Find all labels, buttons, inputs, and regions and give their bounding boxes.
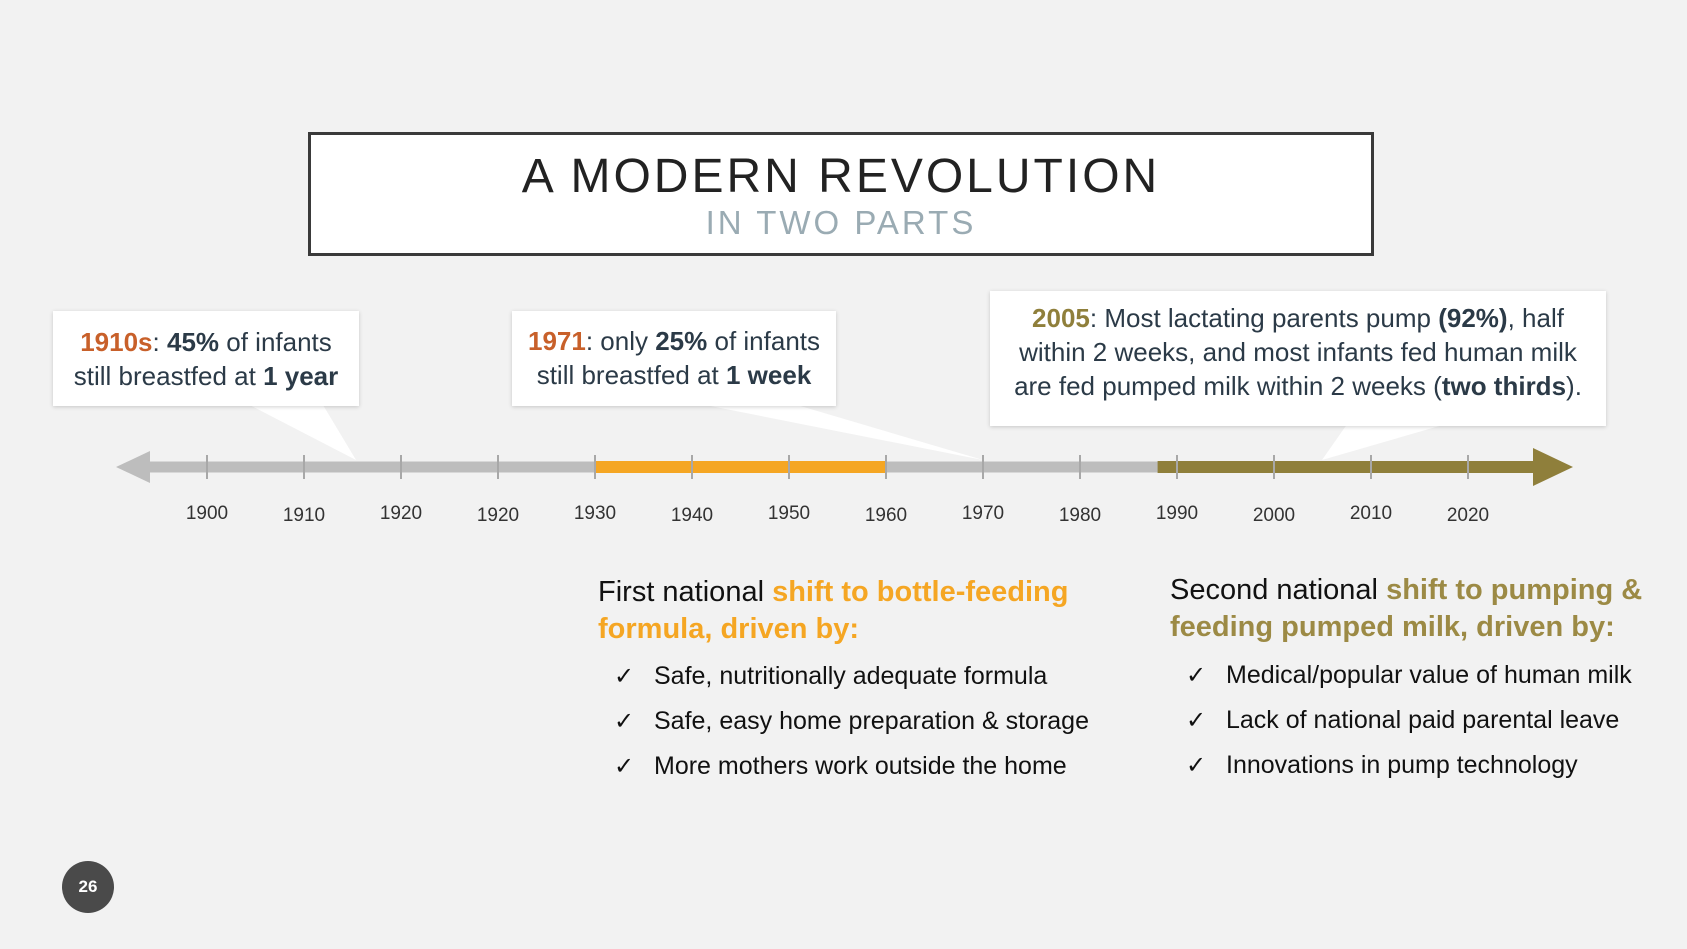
timeline-tick-label: 2010: [1349, 503, 1393, 524]
callout-1910s-year: 1910s: [80, 327, 153, 357]
check-icon: ✓: [1186, 752, 1207, 779]
callout-1910s-text: of infants: [219, 327, 332, 357]
timeline-tick-label: 1910: [282, 505, 326, 526]
callout-2005-paren-close: ): [1498, 303, 1508, 333]
callout-1971-year: 1971: [528, 326, 586, 356]
callout-2005-text1: : Most lactating parents pump: [1089, 303, 1439, 333]
callout-2005-year: 2005: [1032, 303, 1090, 333]
check-icon: ✓: [1186, 707, 1207, 734]
timeline-tick-label: 1930: [573, 503, 617, 524]
timeline-tick-label: 1940: [670, 505, 714, 526]
timeline-tick-label: 1990: [1155, 503, 1199, 524]
second-shift-highlight: shift to pumping & feeding pumped milk, …: [1170, 574, 1643, 643]
callout-2005-line2: within 2 weeks, and most infants fed hum…: [1019, 337, 1577, 367]
title-subtitle: IN TWO PARTS: [705, 204, 977, 241]
callout-1910s: 1910s: 45% of infants still breastfed at…: [53, 311, 359, 406]
second-shift-heading: Second national shift to pumping & feedi…: [1170, 572, 1670, 646]
second-shift-item: Lack of national paid parental leave: [1226, 706, 1620, 734]
list-item: ✓ More mothers work outside the home: [614, 744, 1089, 789]
callout-1910-pointer: [240, 400, 356, 460]
timeline-tick-label: 1920: [476, 505, 520, 526]
callout-2005-bold: two thirds: [1441, 371, 1567, 401]
timeline-tick-label: 1960: [864, 505, 908, 526]
callout-2005-line3b: ).: [1566, 371, 1582, 401]
timeline-left-arrowhead: [116, 451, 150, 483]
callout-1910s-line2: still breastfed at: [73, 361, 264, 391]
timeline-tick-label: 1970: [961, 503, 1005, 524]
callout-1910s-percent: 45%: [166, 327, 220, 357]
timeline-tick-label: 2020: [1446, 505, 1490, 526]
timeline-tick-label: 1980: [1058, 505, 1102, 526]
callout-2005-paren-open: (: [1438, 303, 1447, 333]
second-shift-item: Medical/popular value of human milk: [1226, 661, 1632, 689]
list-item: ✓ Innovations in pump technology: [1186, 743, 1632, 788]
second-shift-pre: Second national: [1170, 574, 1387, 606]
timeline-tick-label: 1900: [185, 503, 229, 524]
callout-1910s-duration: 1 year: [263, 361, 339, 391]
callout-2005: 2005: Most lactating parents pump (92%),…: [990, 291, 1606, 426]
callout-2005-line3a: are fed pumped milk within 2 weeks (: [1014, 371, 1442, 401]
check-icon: ✓: [614, 708, 635, 735]
callout-1910s-sep: :: [152, 327, 167, 357]
first-shift-list: ✓ Safe, nutritionally adequate formula ✓ S…: [614, 654, 1089, 789]
callout-1971-sep: : only: [585, 326, 656, 356]
callout-2005-percent: 92%: [1446, 303, 1499, 333]
page-number: 26: [62, 861, 114, 913]
first-shift-heading: First national shift to bottle-feeding f…: [598, 574, 1118, 648]
second-shift-list: ✓ Medical/popular value of human milk ✓ La…: [1186, 653, 1632, 788]
list-item: ✓ Medical/popular value of human milk: [1186, 653, 1632, 698]
timeline: [116, 448, 1573, 486]
callout-1971-line2: still breastfed at: [536, 360, 726, 390]
callout-1971: 1971: only 25% of infants still breastfe…: [512, 311, 836, 406]
first-shift-item: Safe, easy home preparation & storage: [654, 707, 1089, 735]
title-box: A MODERN REVOLUTION IN TWO PARTS: [308, 132, 1374, 256]
list-item: ✓ Lack of national paid parental leave: [1186, 698, 1632, 743]
check-icon: ✓: [614, 753, 635, 780]
timeline-tick-label: 2000: [1252, 505, 1296, 526]
first-shift-item: More mothers work outside the home: [654, 752, 1067, 780]
first-shift-item: Safe, nutritionally adequate formula: [654, 662, 1048, 690]
list-item: ✓ Safe, easy home preparation & storage: [614, 699, 1089, 744]
callout-1971-text: of infants: [707, 326, 820, 356]
timeline-right-arrowhead: [1533, 448, 1573, 486]
check-icon: ✓: [614, 663, 635, 690]
second-shift-item: Innovations in pump technology: [1226, 751, 1578, 779]
timeline-tick-label: 1920: [379, 503, 423, 524]
first-shift-pre: First national: [598, 576, 773, 608]
callout-2005-pointer: [1322, 420, 1460, 460]
check-icon: ✓: [1186, 662, 1207, 689]
callout-1971-pointer: [680, 400, 983, 460]
first-shift-highlight: shift to bottle-feeding formula, driven …: [598, 576, 1069, 645]
title-main: A MODERN REVOLUTION: [521, 150, 1161, 203]
list-item: ✓ Safe, nutritionally adequate formula: [614, 654, 1089, 699]
callout-2005-text2: , half: [1507, 303, 1564, 333]
timeline-tick-label: 1950: [767, 503, 811, 524]
callout-1971-percent: 25%: [655, 326, 708, 356]
callout-1971-duration: 1 week: [726, 360, 812, 390]
